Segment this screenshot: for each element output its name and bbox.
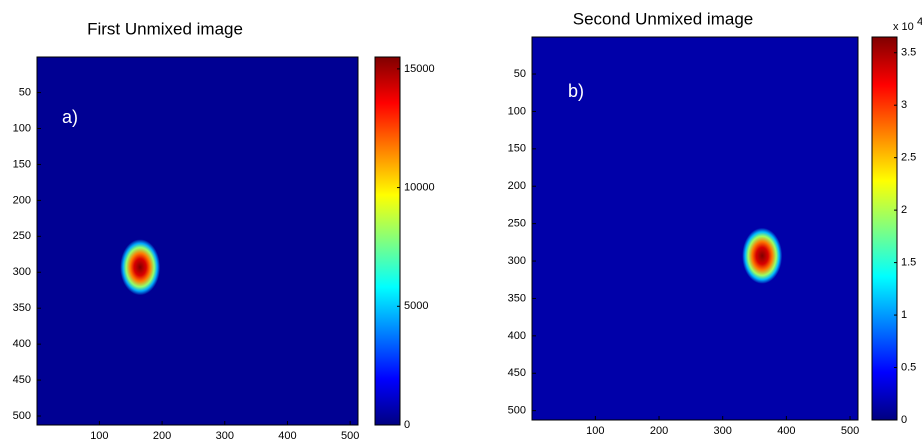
panel-label: a) [62, 107, 78, 127]
y-tick-label: 300 [13, 266, 31, 278]
panel-label: b) [568, 81, 584, 101]
x-tick-label: 200 [153, 430, 171, 442]
x-tick-label: 400 [278, 430, 296, 442]
y-tick-label: 350 [13, 302, 31, 314]
y-tick-label: 300 [508, 255, 526, 267]
heatmap-background [37, 57, 358, 425]
y-tick-label: 250 [508, 218, 526, 230]
colorbar-scale: x 10 [893, 21, 914, 33]
spot [742, 228, 782, 284]
y-tick-label: 150 [13, 158, 31, 170]
colorbar-tick-label: 0.5 [901, 361, 916, 373]
y-tick-label: 250 [13, 230, 31, 242]
colorbar-tick-label: 3 [901, 99, 907, 111]
y-tick-label: 150 [508, 143, 526, 155]
colorbar-tick-label: 1.5 [901, 257, 916, 269]
y-tick-label: 500 [508, 405, 526, 417]
colorbar-tick-label: 0 [901, 414, 907, 426]
y-tick-label: 50 [514, 68, 526, 80]
y-tick-label: 200 [508, 180, 526, 192]
colorbar-tick-label: 3.5 [901, 47, 916, 59]
chart-title: Second Unmixed image [573, 9, 753, 28]
colorbar-scale-exponent: 4 [917, 16, 922, 28]
y-tick-label: 400 [13, 338, 31, 350]
colorbar-tick-label: 5000 [404, 300, 428, 312]
colorbar-tick-label: 2.5 [901, 152, 916, 164]
x-tick-label: 500 [341, 430, 359, 442]
y-tick-label: 400 [508, 330, 526, 342]
y-tick-label: 100 [508, 105, 526, 117]
y-tick-label: 450 [13, 374, 31, 386]
colorbar-tick-label: 10000 [404, 181, 435, 193]
colorbar-tick-label: 1 [901, 309, 907, 321]
x-tick-label: 100 [586, 425, 604, 437]
y-tick-label: 100 [13, 122, 31, 134]
y-tick-label: 350 [508, 292, 526, 304]
colorbar-tick-label: 15000 [404, 63, 435, 75]
x-tick-label: 500 [841, 425, 859, 437]
x-tick-label: 400 [777, 425, 795, 437]
y-tick-label: 50 [19, 86, 31, 98]
chart-title: First Unmixed image [87, 19, 243, 38]
x-tick-label: 100 [90, 430, 108, 442]
x-tick-label: 300 [216, 430, 234, 442]
colorbar [375, 57, 400, 425]
y-tick-label: 500 [13, 410, 31, 422]
x-tick-label: 200 [650, 425, 668, 437]
y-tick-label: 200 [13, 194, 31, 206]
colorbar [872, 37, 897, 420]
x-tick-label: 300 [714, 425, 732, 437]
colorbar-tick-label: 2 [901, 204, 907, 216]
figure: First Unmixed imagea)1002003004005005010… [0, 0, 922, 442]
colorbar-tick-label: 0 [404, 419, 410, 431]
y-tick-label: 450 [508, 367, 526, 379]
spot [120, 239, 160, 295]
